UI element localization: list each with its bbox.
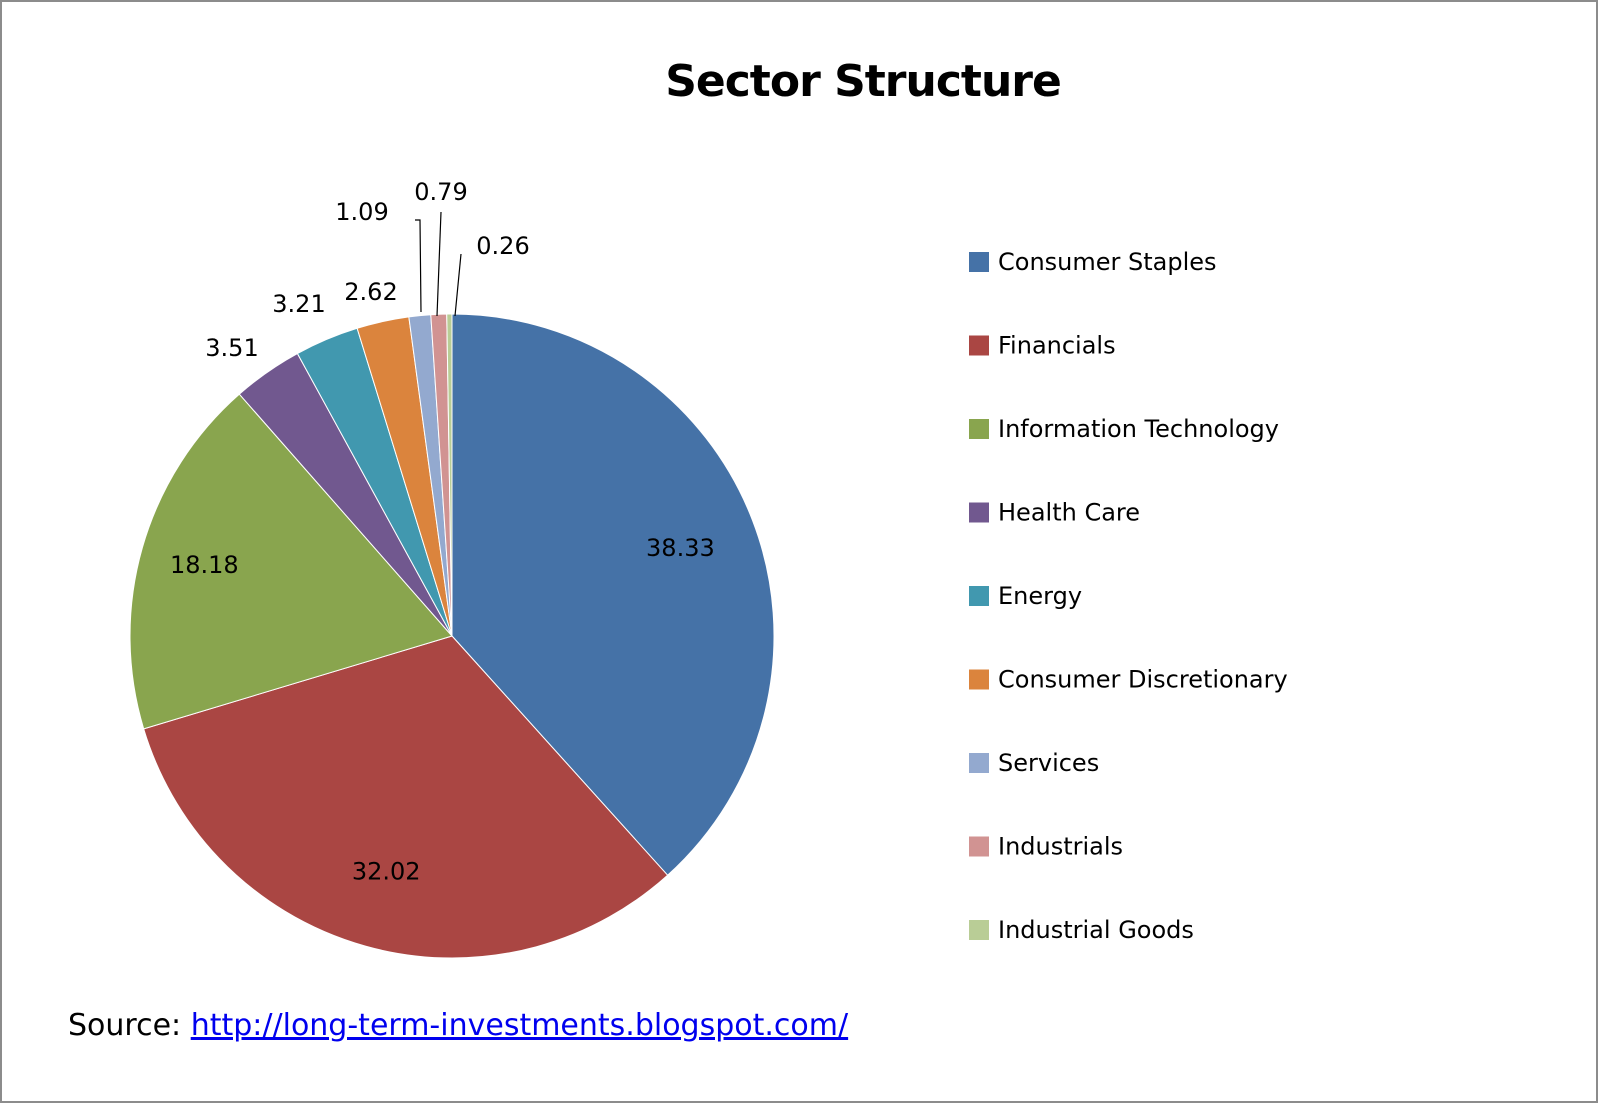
legend-label-industrial-goods: Industrial Goods [998, 916, 1194, 944]
legend-swatch-financials [969, 335, 989, 356]
legend-swatch-industrials [969, 836, 989, 857]
source-label: Source: [68, 1008, 182, 1043]
legend-label-health-care: Health Care [998, 499, 1140, 527]
pie-slice-industrial-goods [446, 313, 453, 637]
pie-slice-consumer-staples [451, 313, 775, 876]
data-label-financials: 32.02 [352, 858, 421, 886]
chart-title: Sector Structure [665, 56, 1061, 107]
data-labels: 38.33 32.02 18.18 3.51 3.21 2.62 1.09 0.79 0.26 [170, 178, 715, 886]
data-label-consumer-staples: 38.33 [646, 534, 715, 562]
legend-swatch-services [969, 753, 989, 773]
leader-lines [415, 211, 462, 317]
legend-label-information-technology: Information Technology [998, 415, 1279, 443]
pie-slice-financials [143, 635, 669, 959]
legend-swatch-consumer-staples [969, 252, 989, 272]
legend-label-financials: Financials [998, 332, 1116, 360]
legend-label-services: Services [998, 749, 1099, 777]
data-label-industrial-goods: 0.26 [476, 232, 529, 260]
legend-swatch-health-care [969, 502, 989, 523]
data-label-industrials: 0.79 [414, 178, 467, 206]
data-label-consumer-discretionary: 2.62 [344, 278, 397, 306]
leader-line-industrials [436, 211, 442, 317]
data-label-health-care: 3.51 [205, 334, 258, 362]
legend-label-industrials: Industrials [998, 833, 1123, 861]
legend-swatch-information-technology [969, 419, 989, 439]
legend-label-consumer-discretionary: Consumer Discretionary [998, 666, 1288, 694]
leader-line-services [415, 219, 422, 313]
legend-label-consumer-staples: Consumer Staples [998, 248, 1217, 276]
source-line: Source: http://long-term-investments.blo… [68, 1008, 848, 1043]
pie-slices [129, 313, 775, 959]
legend-swatch-industrial-goods [969, 920, 989, 940]
data-label-information-technology: 18.18 [170, 551, 239, 579]
legend-swatch-consumer-discretionary [969, 669, 989, 690]
leader-line-industrial-goods [454, 253, 462, 317]
legend: Consumer Staples Financials Information Te… [969, 248, 1288, 944]
legend-label-energy: Energy [998, 582, 1082, 610]
data-label-services: 1.09 [335, 198, 388, 226]
legend-swatch-energy [969, 586, 989, 606]
source-link[interactable]: http://long-term-investments.blogspot.co… [190, 1008, 849, 1043]
data-label-energy: 3.21 [272, 290, 325, 318]
pie-slice-information-technology [129, 393, 453, 730]
